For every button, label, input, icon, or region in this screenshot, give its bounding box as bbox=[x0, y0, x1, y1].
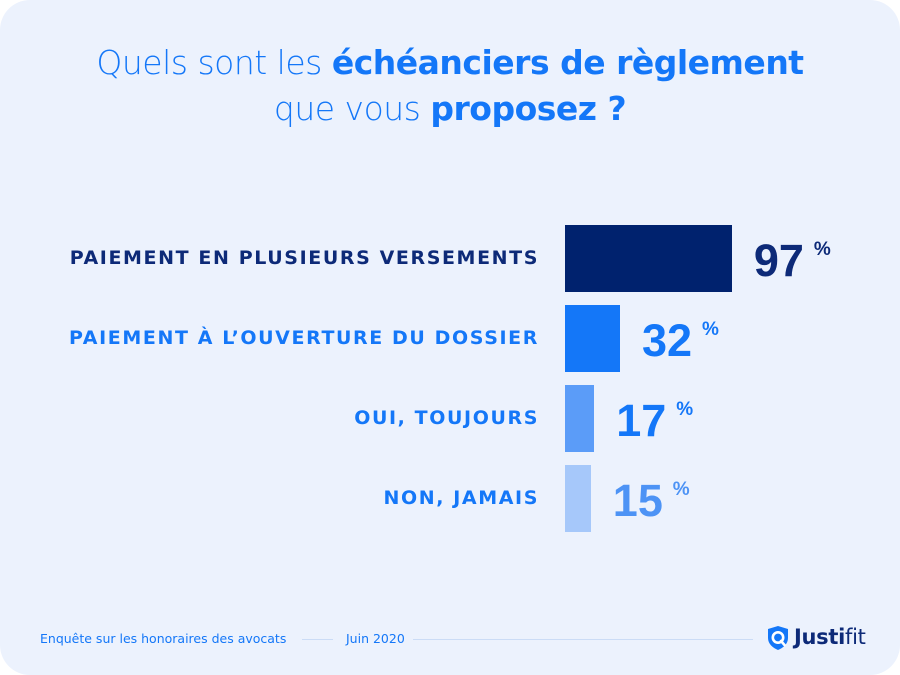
category-label: OUI, TOUJOURS bbox=[354, 407, 539, 429]
shield-search-icon bbox=[767, 626, 789, 655]
title-line-1: Quels sont les échéanciers de règlement bbox=[0, 40, 900, 86]
percent-sign: % bbox=[813, 239, 831, 260]
brand-logo-text: Justifit bbox=[794, 624, 866, 650]
footer-divider-1 bbox=[302, 639, 333, 640]
brand-name-light: fit bbox=[845, 625, 866, 649]
value-label: 15 bbox=[612, 475, 663, 526]
title-line-2-bold: proposez ? bbox=[430, 89, 627, 128]
survey-date: Juin 2020 bbox=[346, 631, 405, 646]
title-line-2-regular: que vous bbox=[273, 89, 431, 128]
bar bbox=[565, 225, 732, 292]
bar bbox=[565, 305, 621, 372]
value-label: 32 bbox=[642, 315, 693, 366]
value-label: 17 bbox=[616, 395, 667, 446]
category-label: NON, JAMAIS bbox=[383, 487, 539, 509]
value-label: 97 bbox=[753, 235, 804, 286]
category-label: PAIEMENT À L’OUVERTURE DU DOSSIER bbox=[69, 327, 539, 349]
brand-name-bold: Justi bbox=[794, 625, 846, 649]
survey-label: Enquête sur les honoraires des avocats bbox=[40, 631, 287, 646]
percent-sign: % bbox=[702, 319, 719, 340]
bar bbox=[565, 465, 591, 532]
bar bbox=[565, 385, 595, 452]
category-label: PAIEMENT EN PLUSIEURS VERSEMENTS bbox=[69, 247, 539, 269]
percent-sign: % bbox=[672, 479, 690, 500]
chart-title: Quels sont les échéanciers de règlement … bbox=[0, 40, 900, 132]
footer-divider-2 bbox=[413, 639, 753, 640]
percent-sign: % bbox=[676, 399, 694, 420]
title-line-2: que vous proposez ? bbox=[0, 86, 900, 132]
title-line-1-regular: Quels sont les bbox=[96, 43, 332, 82]
title-line-1-bold: échéanciers de règlement bbox=[331, 43, 804, 82]
